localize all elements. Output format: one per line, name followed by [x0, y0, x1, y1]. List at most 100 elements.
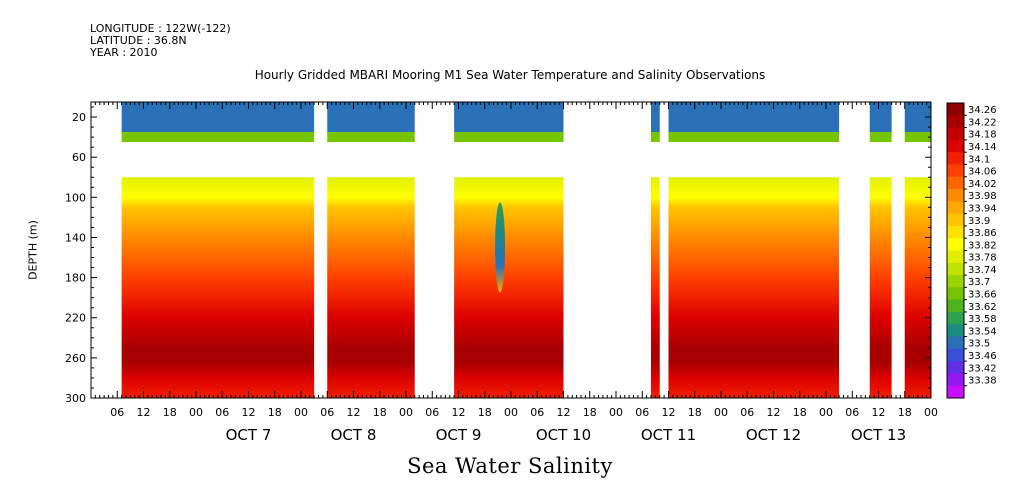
day-label: OCT 9: [436, 426, 482, 444]
x-tick-label: 12: [347, 406, 361, 419]
x-tick-label: 00: [924, 406, 938, 419]
x-tick-label: 12: [662, 406, 676, 419]
x-tick-label: 00: [609, 406, 623, 419]
colorbar-swatch: [947, 225, 964, 239]
x-tick-label: 06: [845, 406, 859, 419]
colorbar-swatch: [947, 299, 964, 313]
y-tick-label: 100: [65, 191, 86, 204]
x-tick-label: 18: [793, 406, 807, 419]
x-tick-label: 00: [399, 406, 413, 419]
colorbar-label: 33.74: [968, 265, 997, 276]
colorbar-label: 34.02: [968, 179, 997, 190]
data-gap: [314, 102, 328, 398]
colorbar-swatch: [947, 103, 964, 116]
latitude-label: LATITUDE : 36.8N: [90, 34, 187, 47]
colorbar-label: 34.18: [968, 130, 997, 141]
colorbar-label: 33.54: [968, 326, 997, 337]
x-tick-label: 00: [714, 406, 728, 419]
day-label: OCT 12: [746, 426, 801, 444]
colorbar-label: 33.58: [968, 314, 997, 325]
x-tick-label: 18: [583, 406, 597, 419]
colorbar-label: 33.7: [968, 277, 990, 288]
x-tick-label: 06: [215, 406, 229, 419]
colorbar-swatch: [947, 164, 964, 178]
x-tick-label: 12: [872, 406, 886, 419]
x-tick-label: 00: [819, 406, 833, 419]
data-gap: [414, 102, 455, 398]
x-tick-label: 06: [320, 406, 334, 419]
x-tick-label: 06: [110, 406, 124, 419]
day-label: OCT 11: [641, 426, 696, 444]
day-label: OCT 10: [536, 426, 591, 444]
colorbar-label: 33.66: [968, 290, 997, 301]
chart-title: Hourly Gridded MBARI Mooring M1 Sea Wate…: [254, 68, 766, 82]
y-tick-label: 140: [65, 231, 86, 244]
colorbar-label: 33.82: [968, 240, 997, 251]
colorbar-label: 34.14: [968, 142, 997, 153]
x-tick-label: 18: [478, 406, 492, 419]
x-tick-label: 00: [294, 406, 308, 419]
x-tick-label: 06: [635, 406, 649, 419]
data-gap: [891, 102, 905, 398]
data-gap: [563, 102, 651, 398]
x-tick-label: 12: [137, 406, 151, 419]
day-label: OCT 13: [851, 426, 906, 444]
colorbar-swatch: [947, 373, 964, 387]
colorbar-swatch: [947, 238, 964, 251]
y-tick-label: 180: [65, 272, 86, 285]
x-tick-label: 18: [163, 406, 177, 419]
longitude-label: LONGITUDE : 122W(-122): [90, 22, 231, 35]
colorbar-label: 33.46: [968, 351, 997, 362]
colorbar-swatch: [947, 348, 964, 362]
data-gap: [91, 102, 122, 398]
colorbar-swatch: [947, 213, 964, 227]
x-tick-label: 18: [268, 406, 282, 419]
x-tick-label: 06: [425, 406, 439, 419]
colorbar-label: 33.9: [968, 216, 990, 227]
colorbar-swatch: [947, 152, 964, 165]
colorbar-swatch: [947, 275, 964, 288]
colorbar-label: 34.1: [968, 154, 990, 165]
colorbar-label: 34.06: [968, 167, 997, 178]
y-tick-label: 20: [72, 111, 86, 124]
x-tick-label: 06: [530, 406, 544, 419]
x-tick-label: 18: [688, 406, 702, 419]
data-gap: [659, 102, 669, 398]
x-tick-label: 12: [557, 406, 571, 419]
colorbar-swatch: [947, 115, 964, 129]
colorbar-label: 33.98: [968, 191, 997, 202]
x-tick-label: 18: [898, 406, 912, 419]
day-label: OCT 8: [331, 426, 377, 444]
salinity-chart: 20 60 100 140 180 220 260 300 06 12 18 00 06 12 18 00 06…: [65, 101, 997, 444]
x-tick-label: 06: [740, 406, 754, 419]
y-tick-label: 260: [65, 352, 86, 365]
x-tick-label: 00: [189, 406, 203, 419]
x-tick-label: 12: [452, 406, 466, 419]
depth-band: [91, 132, 931, 143]
colorbar-label: 33.78: [968, 253, 997, 264]
colorbar-swatch: [947, 127, 964, 141]
year-label: YEAR : 2010: [90, 46, 158, 59]
colorbar-swatch: [947, 189, 964, 202]
colorbar-swatch: [947, 311, 964, 325]
y-tick-label: 220: [65, 312, 86, 325]
variable-label: Sea Water Salinity: [407, 454, 613, 478]
y-tick-label: 300: [65, 392, 86, 405]
plot-area: [91, 102, 931, 398]
colorbar-swatch: [947, 336, 964, 350]
colorbar-swatch: [947, 385, 964, 399]
colorbar-swatch: [947, 139, 964, 153]
axes: 20 60 100 140 180 220 260 300 06 12 18 00 06 12 18 00 06…: [65, 101, 938, 444]
x-tick-label: 12: [242, 406, 256, 419]
x-tick-label: 12: [767, 406, 781, 419]
depth-band: [91, 142, 931, 178]
colorbar: 34.2634.2234.1834.1434.134.0634.0233.983…: [946, 102, 997, 399]
metadata-header: LONGITUDE : 122W(-122) LATITUDE : 36.8N …: [90, 23, 231, 59]
colorbar-swatch: [947, 324, 964, 338]
colorbar-swatch: [947, 361, 964, 374]
colorbar-swatch: [947, 201, 964, 215]
colorbar-label: 33.94: [968, 203, 997, 214]
colorbar-label: 33.5: [968, 339, 990, 350]
fresh-intrusion: [495, 202, 506, 293]
colorbar-label: 34.26: [968, 105, 997, 116]
